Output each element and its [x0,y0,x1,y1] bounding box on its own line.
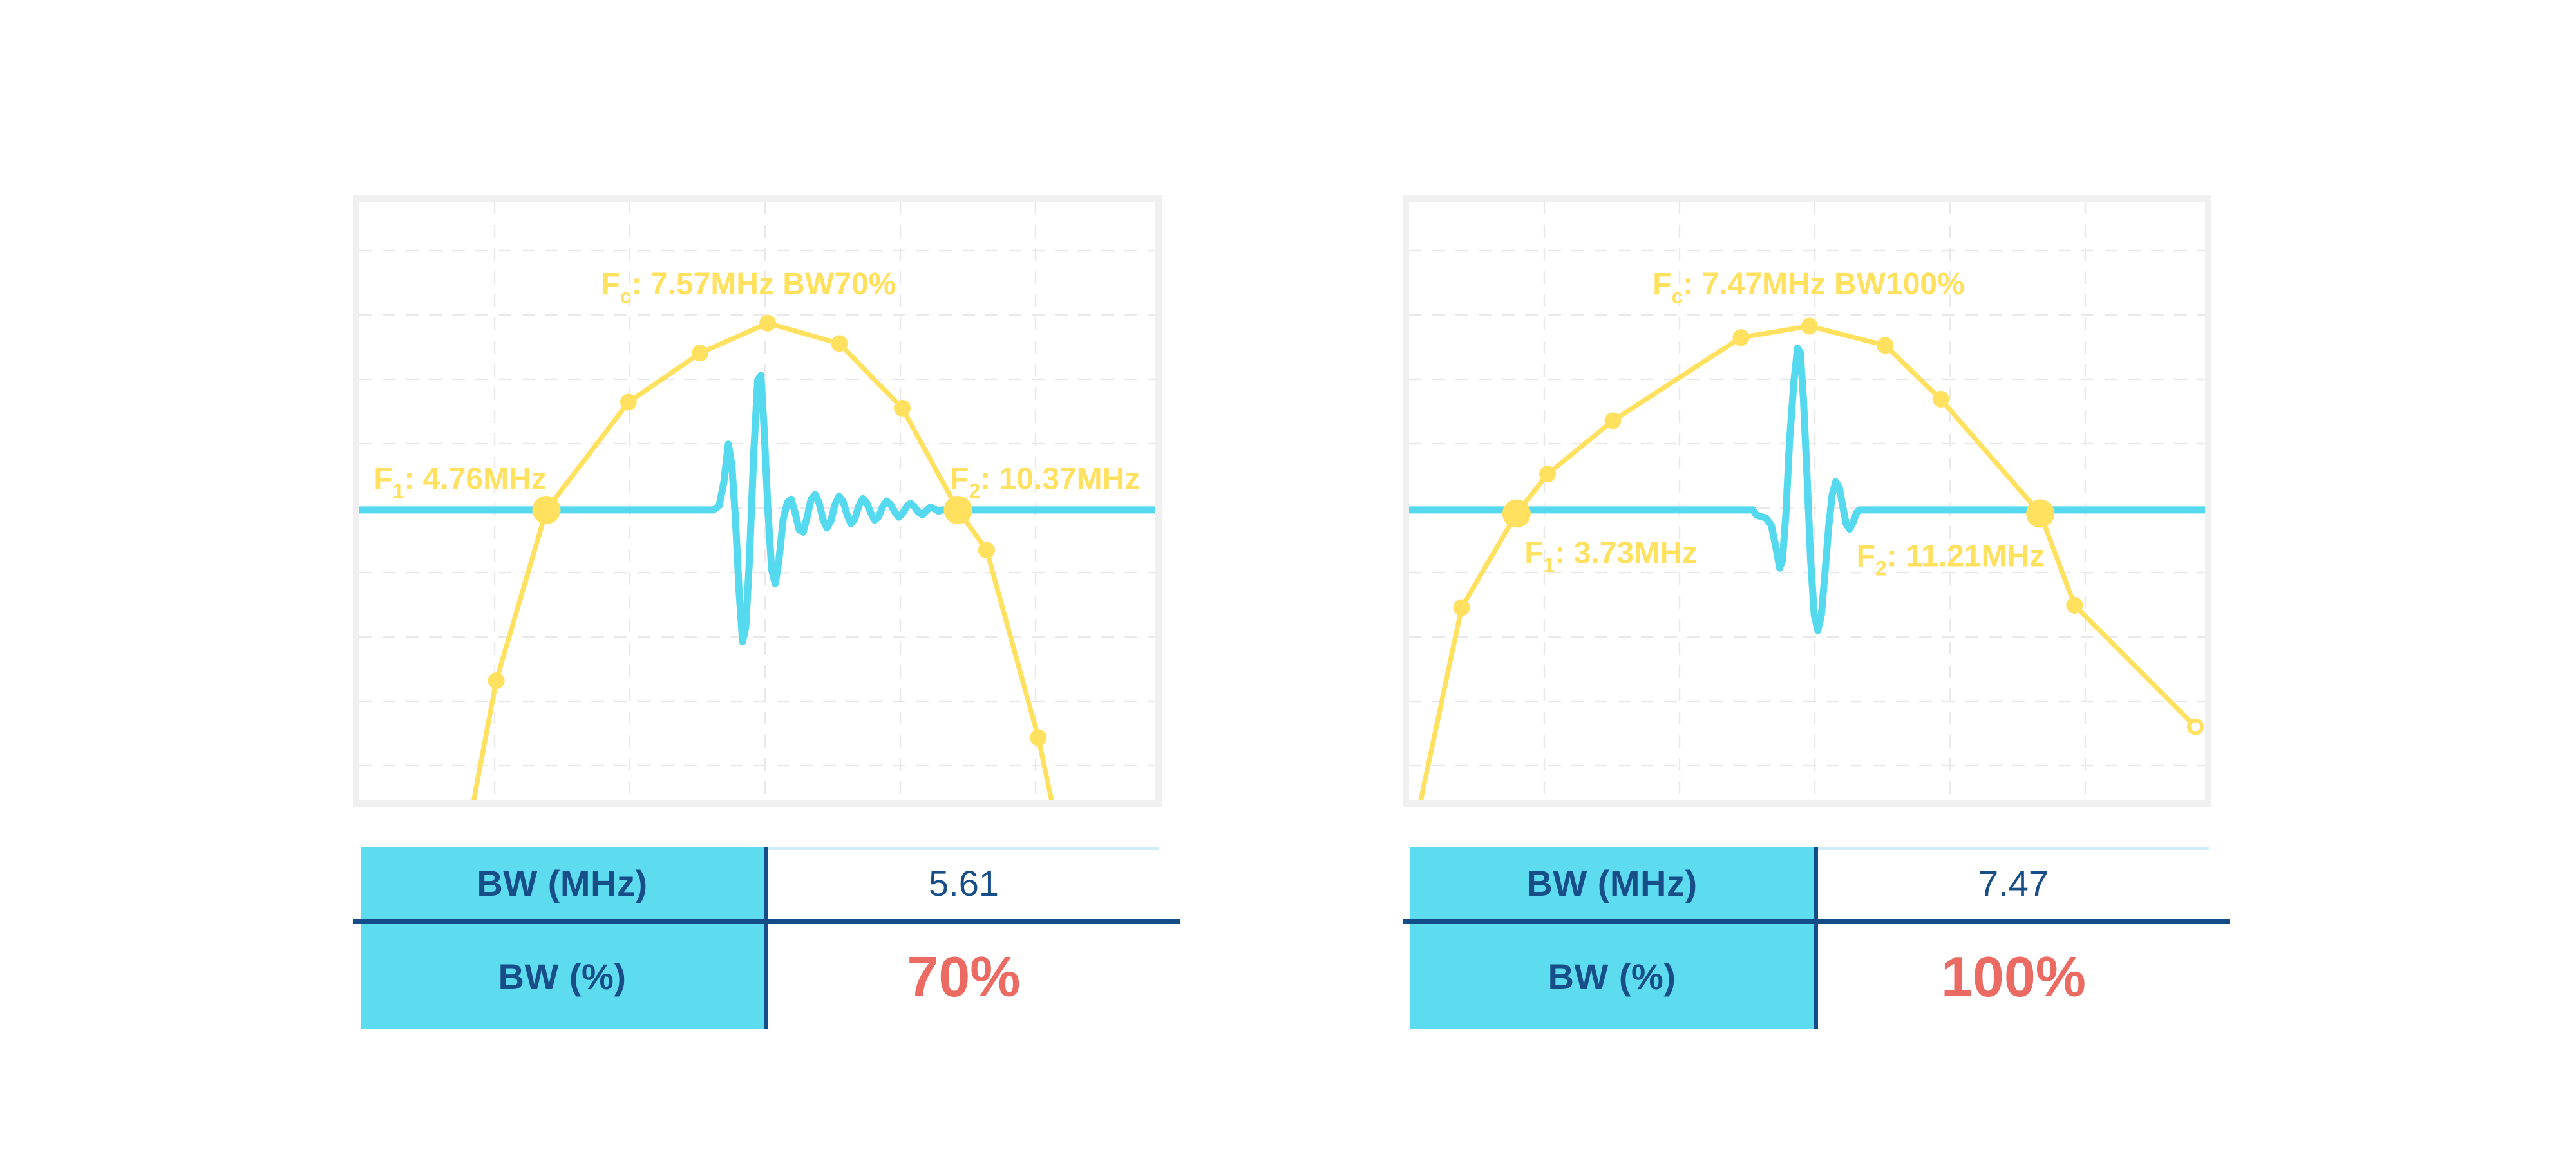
right-chart-frame: Fc: 7.47MHz BW100% F1: 3.73MHz F2: 11.21MH… [1403,195,2211,807]
fc-bw-annotation: Fc: 7.47MHz BW100% [1653,267,1965,308]
crossing-marker [2026,499,2055,528]
open-marker [2187,718,2204,735]
f1-annotation: F1: 3.73MHz [1524,536,1698,577]
f2-annotation: F2: 10.37MHz [950,462,1140,502]
data-marker [692,345,709,362]
left-chart-frame: Fc: 7.57MHz BW70% F1: 4.76MHz F2: 10.37MHz [353,195,1162,807]
bw-mhz-value: 7.47 [1978,863,2049,903]
bw-pct-label: BW (%) [1548,956,1676,997]
table-column-divider [1814,847,1818,1029]
fc-bw-annotation: Fc: 7.57MHz BW70% [601,267,896,308]
bw-mhz-value: 5.61 [929,863,999,903]
data-marker [1801,317,1818,335]
right-spectrum-chart: Fc: 7.47MHz BW100% F1: 3.73MHz F2: 11.21MH… [1409,202,2205,800]
data-marker [1539,466,1557,483]
f2-annotation: F2: 11.21MHz [1857,539,2045,580]
crossing-marker [532,495,561,524]
data-marker [2066,596,2083,614]
table-top-accent-line [1818,847,2209,850]
right-bw-table: BW (MHz) 7.47 BW (%) 100% [1403,847,2230,1029]
data-marker [978,542,995,559]
data-marker [831,335,848,352]
bw-pct-value: 70% [907,944,1021,1008]
table-header-column [361,847,764,1029]
bw-mhz-label: BW (MHz) [477,863,648,903]
table-header-column [1410,847,1814,1029]
f1-annotation: F1: 4.76MHz [374,462,547,502]
pulse-waveform-line [1409,345,2205,634]
data-marker [620,393,637,411]
data-marker [1030,729,1047,746]
table-column-divider [764,847,768,1029]
crossing-marker [943,495,972,524]
bw-mhz-label: BW (MHz) [1526,863,1698,903]
spectrum-line [471,321,1054,800]
crossing-marker [1502,499,1531,528]
left-bw-table: BW (MHz) 5.61 BW (%) 70% [353,847,1180,1029]
data-marker [893,399,911,417]
spectrum-line [1418,323,2198,800]
data-marker [1732,329,1750,346]
data-marker [1604,412,1622,430]
data-marker [488,672,505,689]
bw-pct-label: BW (%) [498,956,627,997]
table-top-accent-line [768,847,1159,850]
data-marker [1932,390,1949,408]
bw-pct-value: 100% [1940,944,2087,1008]
left-spectrum-chart: Fc: 7.57MHz BW70% F1: 4.76MHz F2: 10.37MHz [359,202,1155,800]
pulse-waveform-line [359,372,1155,645]
data-marker [1877,337,1894,354]
data-marker [1453,599,1470,616]
data-marker [759,314,777,332]
